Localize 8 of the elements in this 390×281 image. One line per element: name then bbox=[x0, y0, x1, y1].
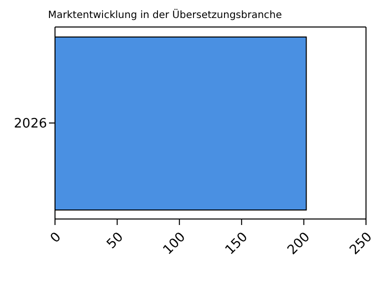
chart-title: Marktentwicklung in der Übersetzungsbranche bbox=[48, 10, 282, 21]
x-tick-label: 0 bbox=[48, 230, 64, 246]
x-tick-label: 150 bbox=[222, 230, 251, 258]
x-tick-label: 250 bbox=[347, 230, 376, 258]
x-tick-label: 50 bbox=[104, 230, 127, 252]
x-tick-label: 100 bbox=[160, 230, 189, 258]
y-tick-label: 2026 bbox=[14, 116, 47, 132]
x-tick-label: 200 bbox=[284, 230, 314, 258]
